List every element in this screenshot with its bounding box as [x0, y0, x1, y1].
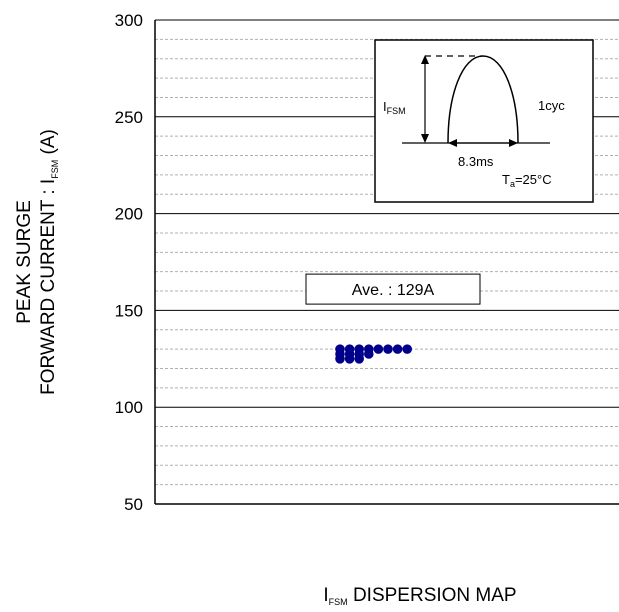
- major-gridlines: [155, 19, 619, 408]
- inset-temperature-label: Ta=25°C: [502, 172, 552, 189]
- inset-ifsm-sub: FSM: [387, 106, 406, 116]
- data-points: [335, 344, 413, 364]
- y-axis-title-line1: PEAK SURGE: [14, 200, 35, 324]
- inset-frame: [374, 39, 594, 203]
- data-point: [373, 344, 384, 354]
- y-tick-label: 300: [115, 11, 143, 30]
- inset-ifsm-label: IFSM: [383, 99, 406, 116]
- data-point: [402, 344, 413, 354]
- inset-cycle-label: 1cyc: [538, 98, 565, 113]
- caption-rest: DISPERSION MAP: [348, 585, 517, 606]
- y-tick-label: 100: [115, 398, 143, 417]
- inset-temp-rest: =25°C: [515, 172, 552, 187]
- inset-duration-arrow-left: [448, 139, 457, 147]
- caption-sub: FSM: [329, 597, 348, 607]
- y-axis-title-line2: FORWARD CURRENT : IFSM (A): [38, 129, 60, 395]
- average-annotation: Ave. : 129A: [305, 273, 481, 305]
- y-axis-title: PEAK SURGE FORWARD CURRENT : IFSM (A): [14, 129, 60, 395]
- inset-peak-arrow-up: [421, 55, 429, 64]
- data-point: [335, 354, 345, 364]
- inset-temp-main: T: [502, 172, 510, 187]
- caption-main: I: [323, 585, 328, 606]
- data-point: [383, 344, 393, 354]
- y-tick-label: 250: [115, 108, 143, 127]
- y-tick-label: 50: [124, 495, 143, 514]
- inset-ifsm-main: I: [383, 99, 387, 114]
- inset-peak-arrow-down: [421, 134, 429, 143]
- y-axis-title-sub: FSM: [50, 160, 60, 179]
- data-point: [344, 354, 355, 364]
- surge-waveform-inset: IFSM 1cyc 8.3ms Ta=25°C: [374, 39, 594, 203]
- y-tick-label: 150: [115, 301, 143, 320]
- chart-caption: IFSM DISPERSION MAP: [323, 585, 516, 607]
- average-annotation-box: [305, 273, 481, 305]
- average-annotation-text: Ave. : 129A: [352, 282, 435, 299]
- y-tick-labels: 50 100 150 200 250 300: [115, 11, 143, 514]
- inset-duration-label: 8.3ms: [458, 154, 494, 169]
- inset-temp-sub: a: [510, 179, 515, 189]
- data-point: [364, 349, 374, 359]
- inset-duration-arrow-right: [509, 139, 518, 147]
- data-point: [354, 354, 365, 364]
- y-axis-title-main: FORWARD CURRENT : I: [38, 179, 59, 395]
- y-axis-title-unit: (A): [38, 129, 59, 160]
- y-tick-label: 200: [115, 205, 143, 224]
- data-point: [392, 344, 403, 354]
